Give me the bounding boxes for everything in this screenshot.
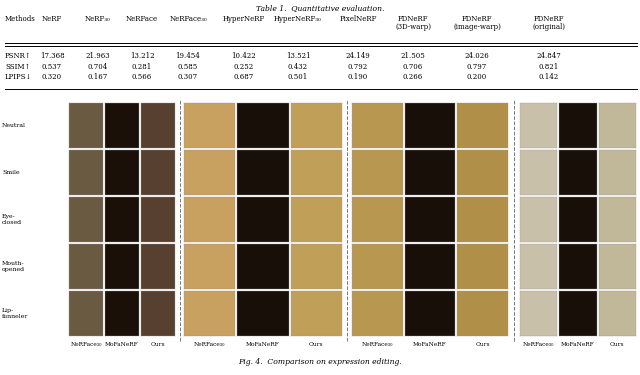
Text: 0.266: 0.266 [403, 73, 423, 81]
Text: Ours: Ours [610, 342, 625, 347]
Text: 0.797: 0.797 [467, 63, 487, 71]
Text: 24.026: 24.026 [465, 52, 490, 60]
Text: NeRFace₃₀: NeRFace₃₀ [70, 342, 102, 347]
Text: 21.963: 21.963 [86, 52, 110, 60]
Text: FDNeRF: FDNeRF [534, 15, 564, 23]
Text: FDNeRF: FDNeRF [397, 15, 428, 23]
Text: MoFaNeRF: MoFaNeRF [561, 342, 595, 347]
Text: 21.505: 21.505 [401, 52, 426, 60]
Text: PSNR↑: PSNR↑ [5, 52, 32, 60]
Text: 0.792: 0.792 [348, 63, 368, 71]
Text: 0.501: 0.501 [288, 73, 308, 81]
Text: Lip-
funneler: Lip- funneler [2, 308, 28, 319]
Text: NeRF₃₀: NeRF₃₀ [85, 15, 111, 23]
Text: PixelNeRF: PixelNeRF [339, 15, 377, 23]
Text: Ours: Ours [151, 342, 165, 347]
Text: (3D-warp): (3D-warp) [395, 23, 431, 31]
Text: Mouth-
opened: Mouth- opened [2, 261, 25, 272]
Text: NeRFace₃₀: NeRFace₃₀ [169, 15, 207, 23]
Text: Ours: Ours [309, 342, 324, 347]
Text: 19.454: 19.454 [175, 52, 200, 60]
Text: Methods: Methods [5, 15, 36, 23]
Text: NeRFace₃₀: NeRFace₃₀ [194, 342, 225, 347]
Text: 0.320: 0.320 [42, 73, 62, 81]
Text: 0.704: 0.704 [88, 63, 108, 71]
Text: 24.847: 24.847 [536, 52, 561, 60]
Text: MoFaNeRF: MoFaNeRF [246, 342, 280, 347]
Text: 0.142: 0.142 [539, 73, 559, 81]
Text: 0.200: 0.200 [467, 73, 487, 81]
Text: 0.190: 0.190 [348, 73, 368, 81]
Text: 0.307: 0.307 [178, 73, 198, 81]
Text: 0.167: 0.167 [88, 73, 108, 81]
Text: Smile: Smile [2, 170, 20, 175]
Text: (original): (original) [532, 23, 566, 31]
Text: 13.521: 13.521 [285, 52, 310, 60]
Text: NeRFace₃₀: NeRFace₃₀ [362, 342, 393, 347]
Text: 17.368: 17.368 [40, 52, 64, 60]
Text: HyperNeRF₃₀: HyperNeRF₃₀ [274, 15, 322, 23]
Text: FDNeRF: FDNeRF [461, 15, 492, 23]
Text: Ours: Ours [476, 342, 490, 347]
Text: 0.566: 0.566 [132, 73, 152, 81]
Text: 10.422: 10.422 [232, 52, 257, 60]
Text: 0.821: 0.821 [539, 63, 559, 71]
Text: 0.252: 0.252 [234, 63, 254, 71]
Text: NeRFace₃₀: NeRFace₃₀ [523, 342, 554, 347]
Text: SSIM↑: SSIM↑ [5, 63, 30, 71]
Text: 0.537: 0.537 [42, 63, 62, 71]
Text: Neutral: Neutral [2, 123, 26, 128]
Text: MoFaNeRF: MoFaNeRF [413, 342, 447, 347]
Text: MoFaNeRF: MoFaNeRF [105, 342, 139, 347]
Text: 0.585: 0.585 [178, 63, 198, 71]
Text: Fig. 4.  Comparison on expression editing.: Fig. 4. Comparison on expression editing… [238, 358, 402, 366]
Text: NeRF: NeRF [42, 15, 62, 23]
Text: (image-warp): (image-warp) [453, 23, 501, 31]
Text: 0.706: 0.706 [403, 63, 423, 71]
Text: NeRFace: NeRFace [126, 15, 158, 23]
Text: 13.212: 13.212 [130, 52, 154, 60]
Text: 24.149: 24.149 [346, 52, 371, 60]
Text: LPIPS↓: LPIPS↓ [5, 73, 33, 81]
Text: 0.432: 0.432 [288, 63, 308, 71]
Text: Eye-
closed: Eye- closed [2, 214, 22, 225]
Text: 0.281: 0.281 [132, 63, 152, 71]
Text: HyperNeRF: HyperNeRF [223, 15, 265, 23]
Text: 0.687: 0.687 [234, 73, 254, 81]
Text: Table 1.  Quantitative evaluation.: Table 1. Quantitative evaluation. [256, 4, 384, 12]
